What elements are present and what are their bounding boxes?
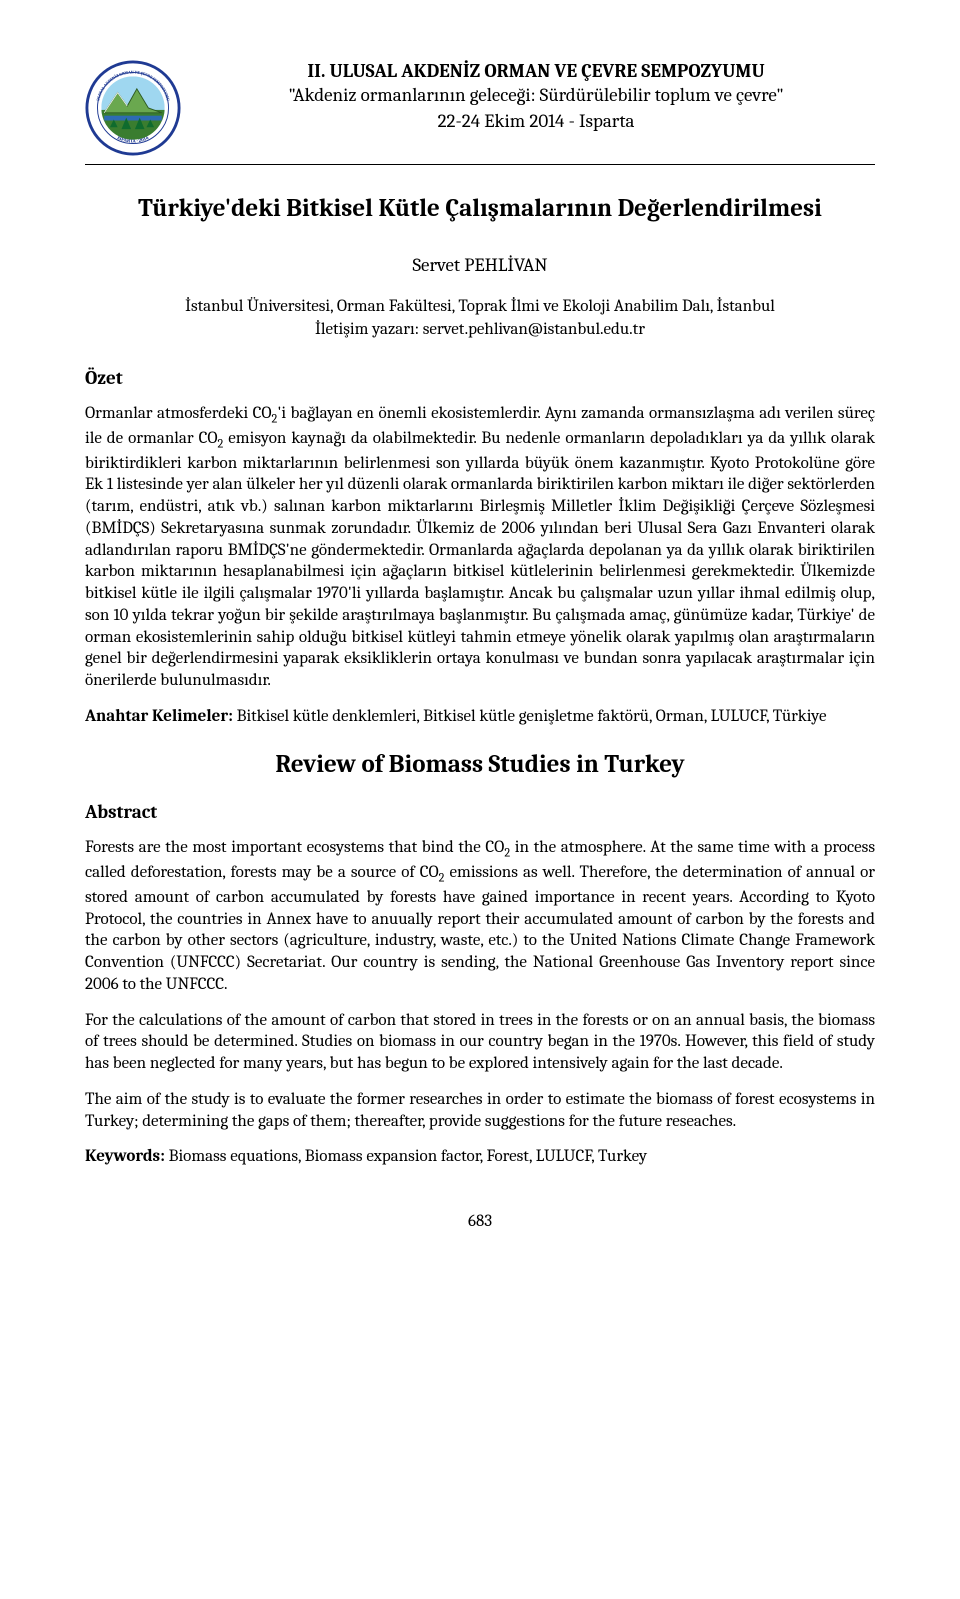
header: ULUSAL AKDENİZ ORMAN VE ÇEVRE SEMPOZYUMU… <box>85 60 875 156</box>
author: Servet PEHLİVAN <box>85 254 875 276</box>
affiliation: İstanbul Üniversitesi, Orman Fakültesi, … <box>85 296 875 318</box>
conference-subtitle: "Akdeniz ormanlarının geleceği: Sürdürül… <box>197 84 875 108</box>
abstract-p2: For the calculations of the amount of ca… <box>85 1010 875 1075</box>
anahtar-value: Bitkisel kütle denklemleri, Bitkisel küt… <box>237 707 827 726</box>
email-label: İletişim yazarı: <box>315 320 423 339</box>
page-number: 683 <box>85 1212 875 1231</box>
header-rule <box>85 164 875 165</box>
abstract-p3: The aim of the study is to evaluate the … <box>85 1089 875 1133</box>
anahtar-kelimeler: Anahtar Kelimeler: Bitkisel kütle denkle… <box>85 706 875 728</box>
conference-title: II. ULUSAL AKDENİZ ORMAN VE ÇEVRE SEMPOZ… <box>197 60 875 84</box>
keywords: Keywords: Biomass equations, Biomass exp… <box>85 1146 875 1168</box>
corresponding-email: İletişim yazarı: servet.pehlivan@istanbu… <box>85 320 875 339</box>
email-value: servet.pehlivan@istanbul.edu.tr <box>423 320 645 339</box>
keywords-value: Biomass equations, Biomass expansion fac… <box>169 1147 648 1166</box>
keywords-label: Keywords: <box>85 1147 169 1166</box>
abstract-heading: Abstract <box>85 801 875 823</box>
conference-logo: ULUSAL AKDENİZ ORMAN VE ÇEVRE SEMPOZYUMU… <box>85 60 181 156</box>
conference-date: 22-24 Ekim 2014 - Isparta <box>197 110 875 134</box>
header-text: II. ULUSAL AKDENİZ ORMAN VE ÇEVRE SEMPOZ… <box>197 60 875 133</box>
ozet-heading: Özet <box>85 367 875 389</box>
ozet-body: Ormanlar atmosferdeki CO2'i bağlayan en … <box>85 403 875 692</box>
abstract-p1: Forests are the most important ecosystem… <box>85 837 875 996</box>
paper-title-tr: Türkiye'deki Bitkisel Kütle Çalışmaların… <box>85 193 875 226</box>
anahtar-label: Anahtar Kelimeler: <box>85 707 237 726</box>
paper-title-en: Review of Biomass Studies in Turkey <box>85 750 875 779</box>
